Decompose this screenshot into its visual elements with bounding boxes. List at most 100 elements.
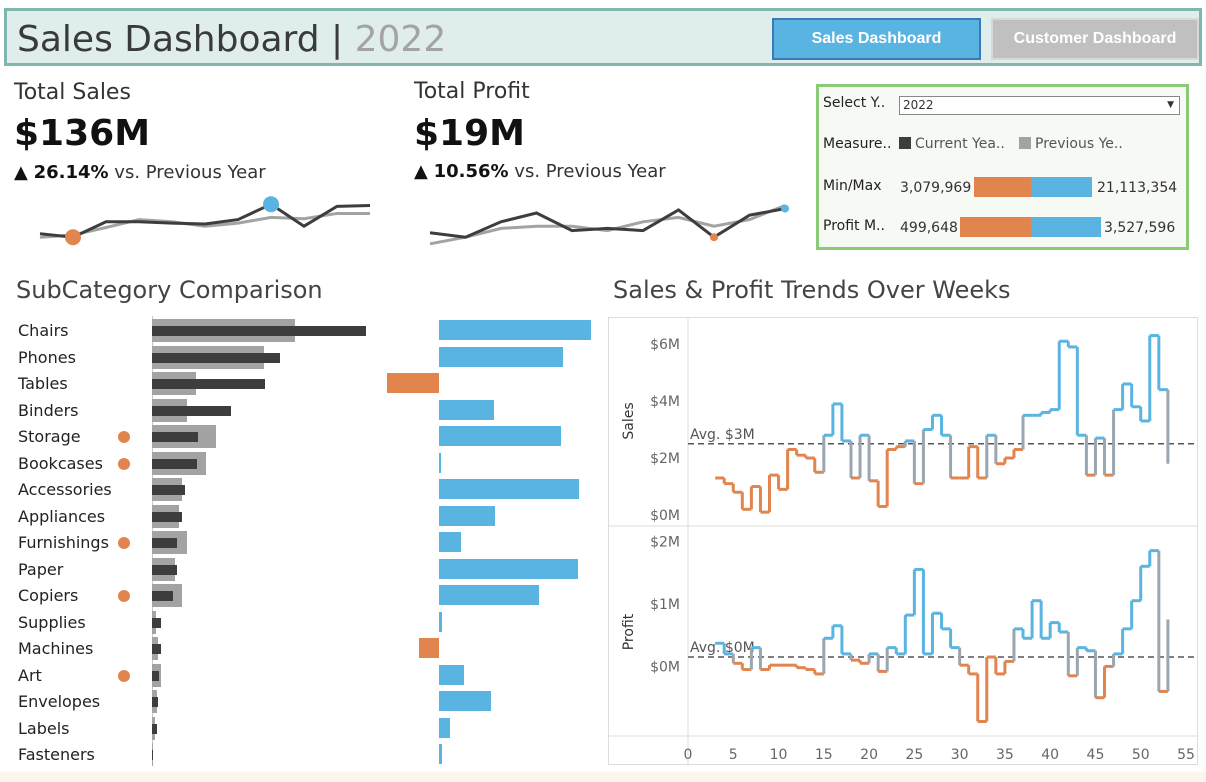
total-sales-title: Total Sales [14, 80, 131, 105]
subcategory-label[interactable]: Fasteners [18, 745, 95, 764]
x-tick-label: 25 [905, 747, 923, 763]
legend-current-label: Current Yea.. [915, 136, 1005, 152]
profit-bar[interactable] [439, 691, 491, 711]
previous-year-line [429, 204, 786, 246]
profit-bar[interactable] [439, 346, 563, 367]
legend-current-year[interactable]: Current Yea.. [899, 136, 1005, 152]
subcategory-label[interactable]: Accessories [18, 480, 112, 499]
max-point[interactable] [781, 204, 789, 213]
current-year-bar[interactable] [152, 379, 265, 389]
current-year-bar[interactable] [152, 617, 161, 628]
sales-delta-label: vs. Previous Year [114, 162, 266, 183]
current-year-bar[interactable] [152, 485, 185, 495]
minmax-bar-lower [974, 177, 1031, 197]
subcategory-label[interactable]: Supplies [18, 612, 86, 632]
subcategory-label[interactable]: Chairs [18, 321, 69, 340]
subcategory-label[interactable]: Paper [18, 559, 64, 579]
current-year-line [39, 202, 371, 239]
profit-bar[interactable] [439, 479, 579, 499]
filters-panel: Select Y.. 2022 ▼ Measure.. Current Yea.… [816, 84, 1189, 250]
legend-previous-year[interactable]: Previous Ye.. [1019, 136, 1123, 152]
minmax-min-value: 3,079,969 [900, 180, 972, 196]
current-year-bar[interactable] [152, 697, 158, 707]
average-label: Avg. $3M [690, 427, 755, 443]
profit-bar-upper [1031, 217, 1101, 237]
y-axis-title: Profit [621, 613, 637, 650]
subcategory-label[interactable]: Storage [18, 427, 81, 446]
y-tick-label: $0M [650, 508, 680, 524]
profit-bar[interactable] [439, 744, 442, 764]
profit-bar[interactable] [439, 320, 591, 340]
current-year-bar[interactable] [152, 405, 231, 416]
x-tick-label: 50 [1132, 747, 1150, 763]
sales-sparkline[interactable] [30, 190, 380, 254]
min-point[interactable] [710, 233, 718, 242]
y-tick-label: $2M [650, 451, 680, 467]
page-title: Sales Dashboard | 2022 [17, 19, 446, 60]
highlight-dot [118, 590, 130, 602]
current-year-bar[interactable] [152, 591, 173, 601]
profit-bar[interactable] [439, 426, 561, 446]
profit-bar[interactable] [439, 664, 464, 685]
subcategory-label[interactable]: Phones [18, 347, 76, 367]
current-year-bar[interactable] [152, 538, 177, 548]
x-tick-label: 55 [1177, 747, 1195, 763]
header-bar: Sales Dashboard | 2022 Sales Dashboard C… [4, 8, 1202, 66]
profit-bar[interactable] [439, 585, 539, 605]
x-tick-label: 15 [815, 747, 833, 763]
highlight-dot [118, 537, 130, 549]
current-year-bar[interactable] [152, 564, 177, 575]
profit-bar[interactable] [419, 638, 439, 658]
subcategory-label[interactable]: Appliances [18, 506, 106, 526]
sales-dashboard-button[interactable]: Sales Dashboard [772, 18, 981, 60]
subcategory-label[interactable]: Labels [18, 718, 70, 738]
profit-bar[interactable] [439, 505, 495, 526]
highlight-dot [118, 669, 130, 682]
current-year-bar[interactable] [152, 723, 157, 734]
x-tick-label: 0 [684, 747, 693, 763]
current-year-bar[interactable] [152, 670, 159, 681]
profit-bar[interactable] [439, 717, 450, 738]
current-year-bar[interactable] [152, 432, 198, 442]
title-separator: | [331, 19, 344, 60]
profit-bar[interactable] [439, 452, 441, 473]
profit-bar[interactable] [439, 611, 442, 632]
y-axis-title: Sales [621, 402, 637, 439]
trend-chart-frame [608, 317, 1198, 765]
highlight-dot [118, 457, 130, 470]
subcategory-label[interactable]: Bookcases [18, 453, 103, 473]
subcategory-label[interactable]: Binders [18, 400, 79, 420]
max-point[interactable] [263, 196, 279, 213]
trend-chart[interactable]: $0M $2M $4M $6M Sales Avg. $3M $0M $1M $2M Profit… [608, 317, 1198, 767]
subcategory-label[interactable]: Copiers [18, 586, 79, 605]
profit-sparkline[interactable] [420, 190, 795, 254]
customer-dashboard-button[interactable]: Customer Dashboard [991, 18, 1199, 60]
x-tick-label: 35 [996, 747, 1014, 763]
subcategory-label[interactable]: Tables [18, 374, 68, 393]
subcategory-title: SubCategory Comparison [16, 276, 323, 304]
profit-bar[interactable] [439, 558, 578, 579]
highlight-dot [118, 431, 130, 443]
dashboard-title: Sales Dashboard [17, 19, 320, 60]
subcategory-label[interactable]: Machines [18, 639, 94, 658]
current-year-bar[interactable] [152, 644, 161, 654]
chevron-down-icon[interactable]: ▼ [1167, 100, 1174, 110]
current-year-bar[interactable] [152, 352, 280, 363]
year-select-value: 2022 [903, 98, 934, 112]
subcategory-label[interactable]: Furnishings [18, 533, 109, 552]
profit-delta-percent: 10.56% [433, 161, 509, 182]
profit-bar[interactable] [439, 532, 461, 552]
profit-bar[interactable] [387, 373, 439, 393]
previous-year-swatch [1019, 137, 1031, 149]
subcategory-label[interactable]: Envelopes [18, 692, 101, 711]
current-year-bar[interactable] [152, 511, 182, 522]
year-select[interactable]: 2022 ▼ [899, 96, 1180, 115]
current-year-bar[interactable] [152, 750, 153, 760]
minmax-max-value: 21,113,354 [1097, 180, 1178, 196]
min-point[interactable] [65, 229, 81, 246]
current-year-bar[interactable] [152, 458, 197, 469]
subcategory-label[interactable]: Art [18, 665, 42, 685]
current-year-bar[interactable] [152, 326, 366, 336]
profit-bar[interactable] [439, 399, 494, 420]
